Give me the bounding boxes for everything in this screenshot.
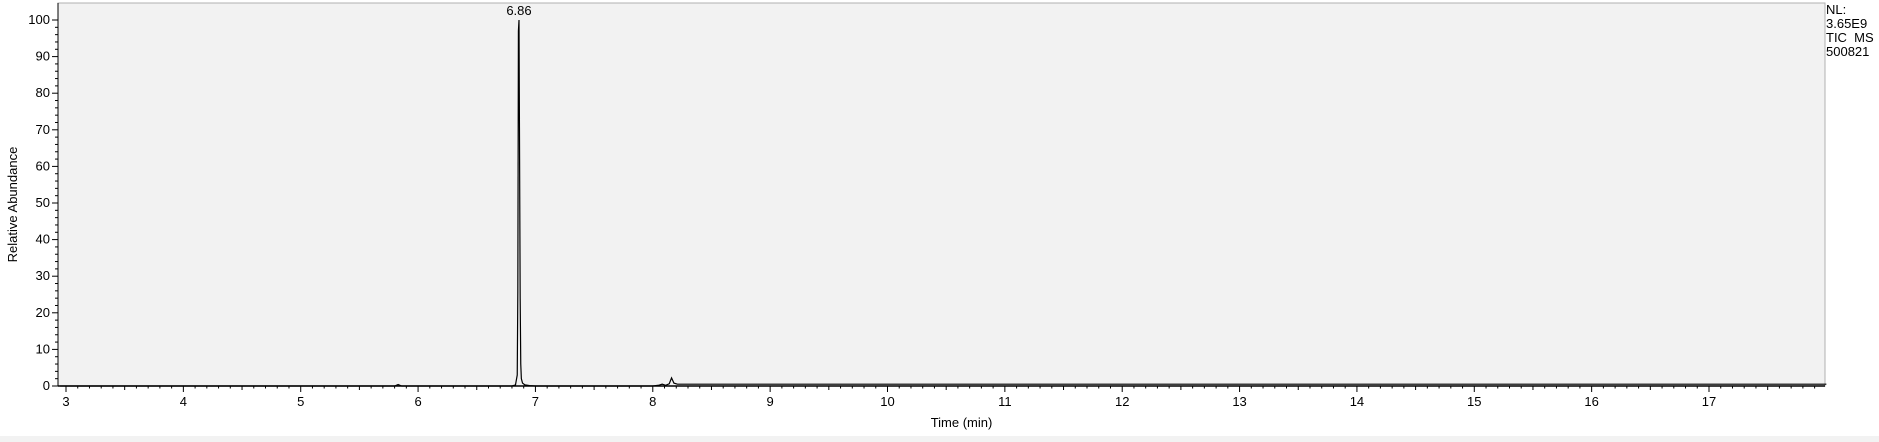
x-tick-label: 5	[297, 394, 304, 409]
peak-label: 6.86	[506, 3, 531, 18]
x-tick-label: 15	[1467, 394, 1481, 409]
scan-type-label: TIC MS	[1826, 30, 1874, 45]
peak-annotations: 6.86	[506, 3, 531, 18]
x-tick-label: 6	[414, 394, 421, 409]
x-tick-label: 13	[1232, 394, 1246, 409]
y-tick-label: 100	[28, 12, 50, 27]
x-tick-label: 16	[1584, 394, 1598, 409]
x-axis-title: Time (min)	[931, 415, 993, 430]
x-tick-label: 14	[1350, 394, 1364, 409]
x-tick-label: 4	[180, 394, 187, 409]
sample-id: 500821	[1826, 44, 1870, 59]
x-axis: 3 4 5 6 7 8 9 10 11 12 13 14 15 16 17	[58, 385, 1825, 409]
y-tick-label: 20	[36, 305, 50, 320]
normalization-value: 3.65E9	[1826, 16, 1868, 31]
plot-area	[57, 2, 1826, 387]
x-tick-label: 12	[1115, 394, 1129, 409]
x-tick-label: 17	[1702, 394, 1716, 409]
x-tick-label: 10	[880, 394, 894, 409]
y-tick-label: 60	[36, 158, 50, 173]
y-tick-label: 30	[36, 268, 50, 283]
x-tick-label: 3	[62, 394, 69, 409]
y-tick-label: 10	[36, 341, 50, 356]
y-tick-label: 90	[36, 49, 50, 64]
y-axis: 0 10 20 30 40 50 60 70 80 90 100	[28, 3, 59, 393]
x-tick-label: 9	[767, 394, 774, 409]
y-tick-label: 50	[36, 195, 50, 210]
scan-info-panel: NL: 3.65E9 TIC MS 500821	[1826, 3, 1874, 59]
x-tick-label: 7	[532, 394, 539, 409]
y-tick-label: 80	[36, 85, 50, 100]
tic-trace-line	[60, 19, 1827, 387]
normalization-label: NL:	[1826, 2, 1847, 17]
x-tick-label: 8	[649, 394, 656, 409]
y-tick-label: 0	[43, 378, 50, 393]
y-axis-title: Relative Abundance	[5, 147, 20, 263]
bottom-strip	[0, 436, 1879, 442]
x-tick-label: 11	[998, 394, 1012, 409]
y-tick-label: 70	[36, 122, 50, 137]
y-tick-label: 40	[36, 232, 50, 247]
